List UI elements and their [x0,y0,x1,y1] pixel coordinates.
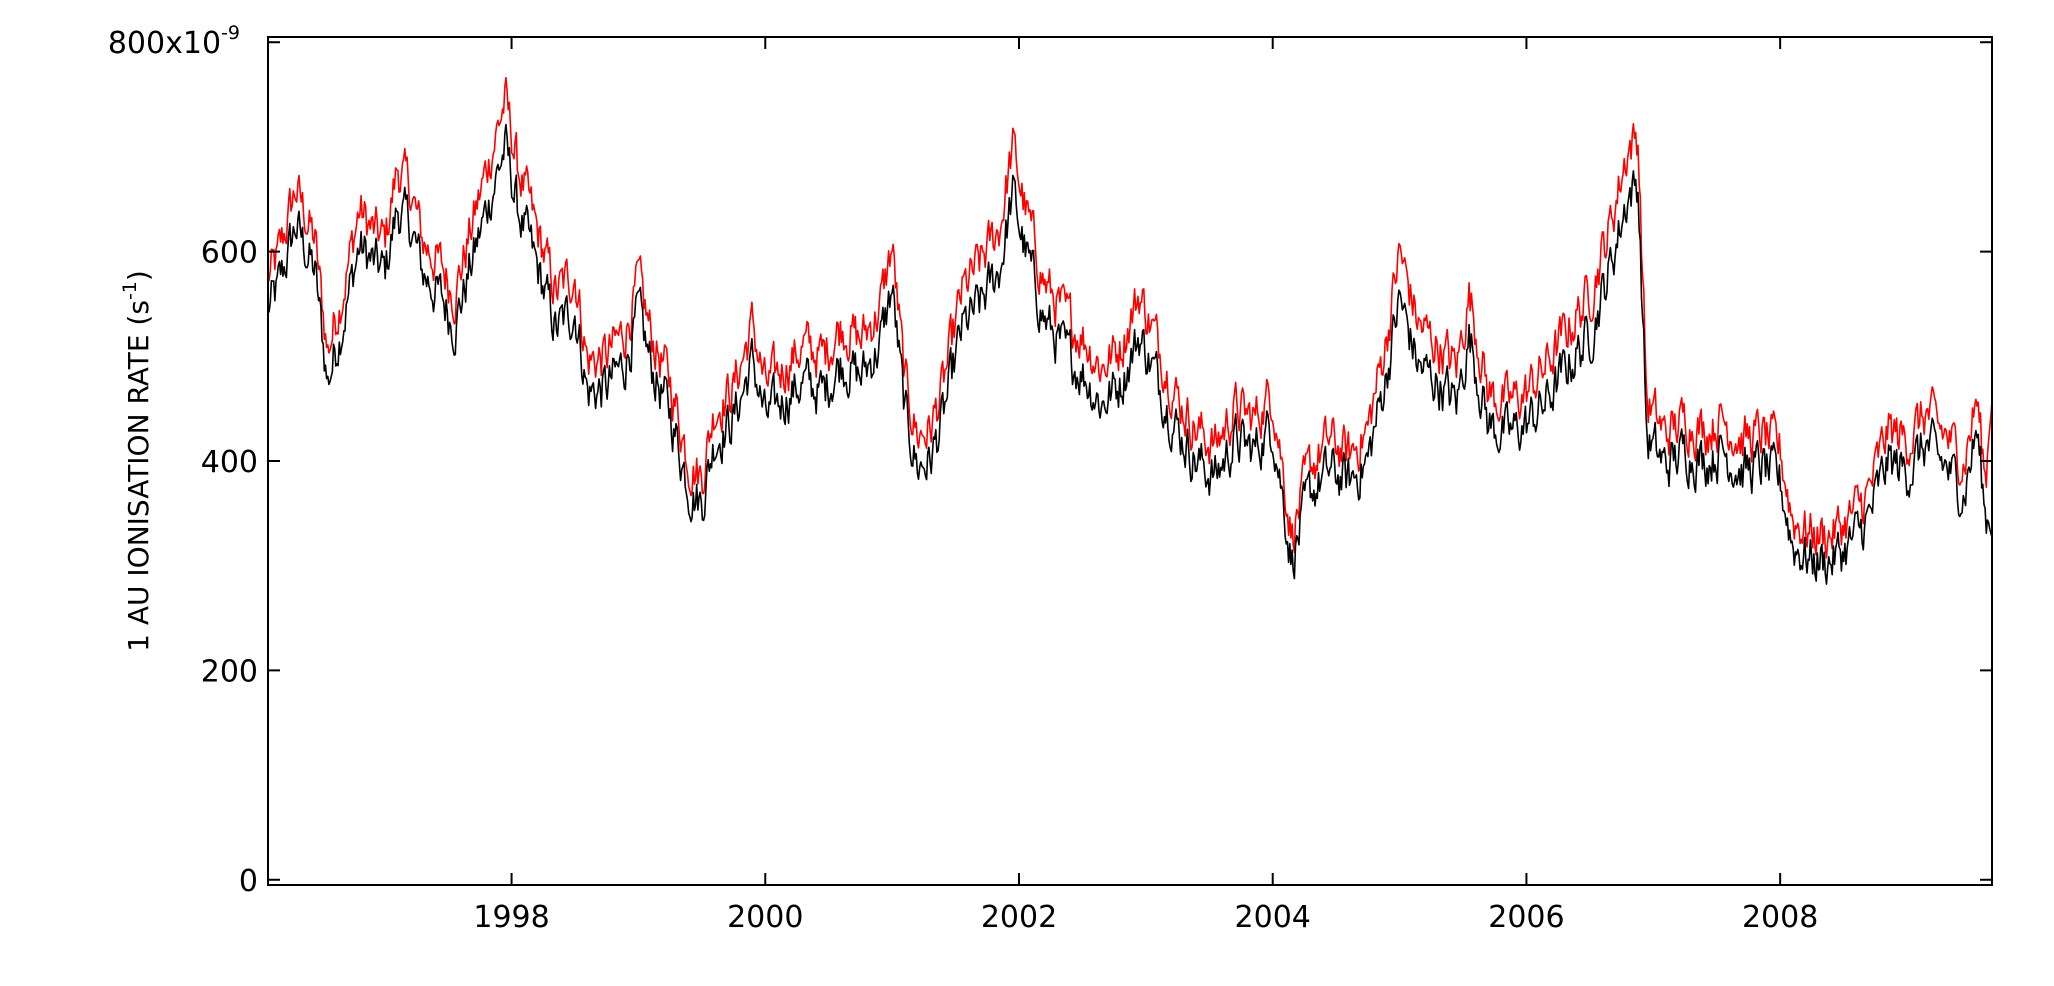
y-axis-label-unit-exponent: -1 [119,281,141,300]
y-multiplier-exponent: -9 [221,22,240,44]
y-axis-label-close: ) [122,270,155,281]
y-axis-label-text: 1 AU IONISATION RATE (s [122,300,155,652]
x-tick-label: 2004 [1235,900,1311,935]
y-tick-label: 0 [239,864,258,899]
y-multiplier-text: x10 [165,26,221,61]
series-line-black [267,123,1993,585]
y-axis-label: 1 AU IONISATION RATE (s-1) [119,270,155,652]
tick-layer: 1998 2000 2002 2004 2006 2008 0 200 400 600 [201,37,1992,935]
series-layer [267,76,1993,585]
x-tick-label: 2002 [981,900,1057,935]
y-tick-label: 200 [201,654,258,689]
x-tick-label: 2008 [1742,900,1818,935]
y-multiplier-label: 800x10-9 [108,22,240,61]
series-line-red [267,76,1993,559]
x-tick-label: 1998 [473,900,549,935]
x-tick-label: 2000 [727,900,803,935]
y-tick-label: 400 [201,445,258,480]
x-tick-label: 2006 [1488,900,1564,935]
y-multiplier-base: 800 [108,26,165,61]
y-tick-label: 600 [201,236,258,271]
